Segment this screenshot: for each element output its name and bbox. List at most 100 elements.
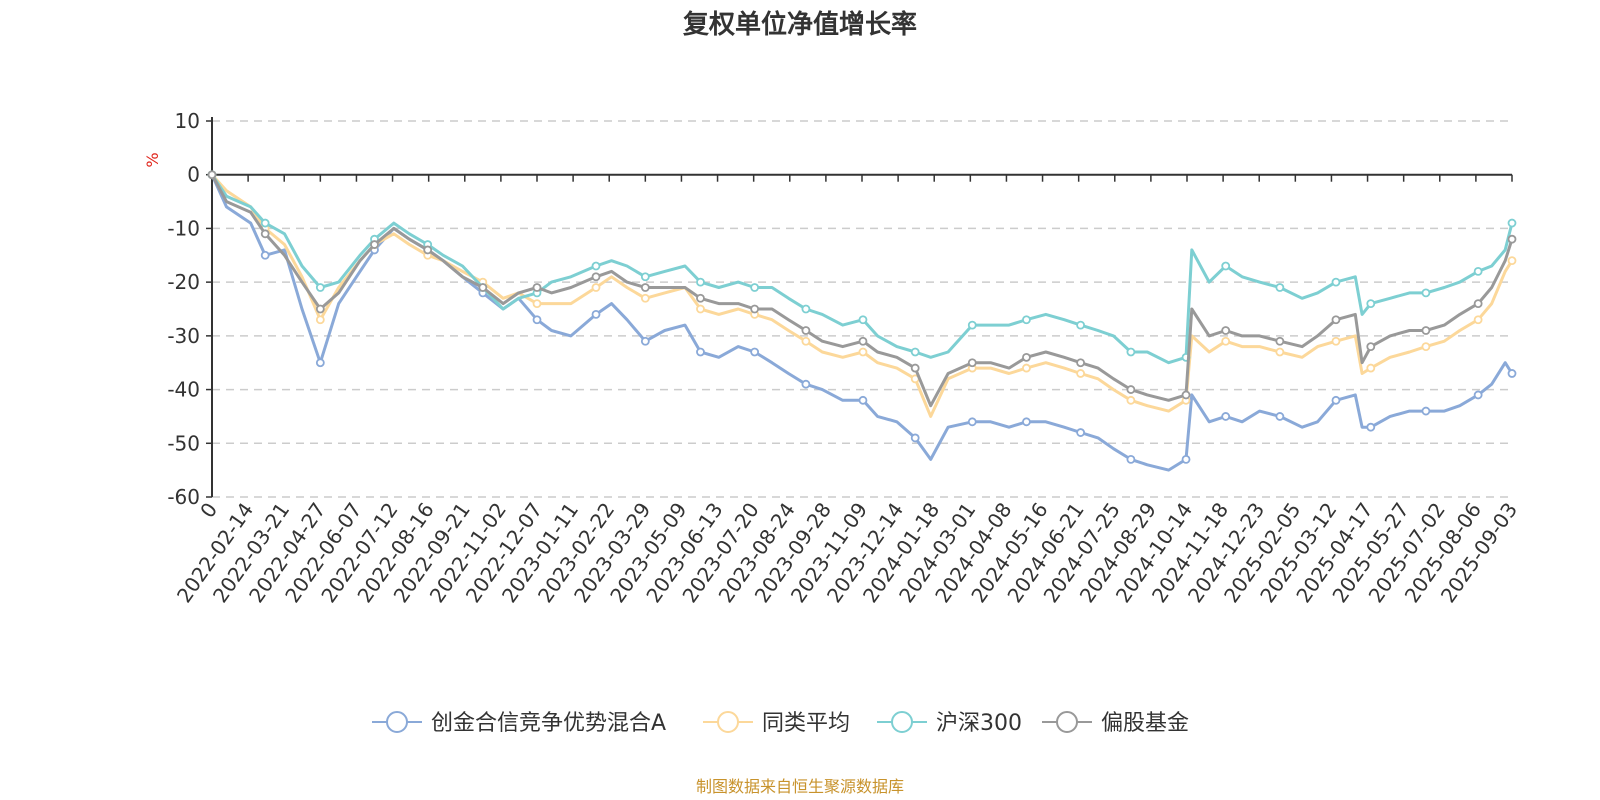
data-point [423,245,433,255]
series-lines [207,170,1517,472]
data-point [1473,266,1483,276]
series-line [210,173,1514,408]
data-point [1473,390,1483,400]
legend-marker-icon [891,711,913,733]
data-point [315,304,325,314]
legend-label: 同类平均 [762,711,850,736]
data-point [1421,326,1431,335]
data-point [1181,390,1191,400]
data-point [750,304,760,314]
legend-marker-icon [386,711,408,733]
data-point [910,433,920,443]
data-point [1076,369,1086,378]
data-point [315,283,325,292]
data-point [260,250,270,260]
data-point [967,417,977,427]
series-line [210,173,1514,365]
data-point [1331,336,1341,346]
data-point [640,283,650,292]
data-point [640,336,650,346]
y-axis: 10 0 -10 -20 -30 -40 -50 -60 [167,109,213,509]
data-point [858,347,868,357]
source-note: 制图数据来自恒生聚源数据库 [696,777,904,796]
legend-label: 沪深300 [936,711,1022,736]
data-point [696,277,705,287]
data-point [1022,417,1031,427]
data-point [1507,369,1517,378]
data-point [532,315,542,325]
data-point [1221,261,1231,271]
data-point [1331,277,1341,287]
grid-lines [212,120,1512,498]
legend-label: 创金合信竞争优势混合A [431,711,666,736]
data-point [1022,352,1031,362]
data-point [640,272,650,282]
series-line [210,173,1514,418]
data-point [910,347,920,357]
legend-marker-icon [1056,711,1078,733]
legend-marker-icon [717,711,739,733]
data-point [858,315,868,325]
data-point [1421,406,1431,416]
legend-label: 偏股基金 [1101,711,1189,736]
x-tick-label: 0 [195,498,222,522]
data-point [696,347,705,357]
y-tick-label: -40 [167,378,200,402]
data-point [532,299,542,309]
data-point [1507,218,1517,228]
data-point [1275,336,1285,346]
data-point [478,283,488,292]
y-tick-label: 0 [187,163,200,187]
data-point [1126,395,1136,405]
data-point [1331,395,1341,405]
data-point [1181,454,1191,464]
data-point [207,170,217,180]
data-point [801,326,811,335]
data-point [696,304,705,314]
data-point [858,336,868,346]
data-point [1275,412,1285,421]
data-point [1507,256,1517,266]
data-point [1507,234,1517,244]
data-point [967,320,977,330]
y-axis-unit: % [143,152,162,167]
data-point [1076,428,1086,437]
data-point [640,293,650,303]
data-point [1221,412,1231,421]
legend[interactable]: 创金合信竞争优势混合A 同类平均 沪深300 偏股基金 [372,711,1189,736]
data-point [801,336,811,346]
y-tick-label: -10 [167,216,200,240]
data-point [532,283,542,292]
data-point [1076,320,1086,330]
data-point [801,379,811,389]
data-point [1473,315,1483,325]
data-point [1275,283,1285,292]
data-point [591,309,601,319]
data-point [1126,454,1136,464]
data-point [801,304,811,314]
data-point [1126,347,1136,357]
y-tick-label: -60 [167,485,200,509]
data-point [967,358,977,368]
data-point [1366,422,1376,432]
data-point [260,229,270,239]
data-point [750,347,760,357]
data-point [1275,347,1285,357]
data-point [591,272,601,282]
data-point [1366,342,1376,352]
data-point [1366,299,1376,309]
y-tick-label: 10 [175,109,200,133]
data-point [1022,363,1031,373]
data-point [1076,358,1086,368]
y-tick-label: -50 [167,431,200,455]
data-point [696,293,705,303]
data-point [260,218,270,228]
data-point [1126,385,1136,394]
data-point [1331,315,1341,325]
y-tick-label: -30 [167,324,200,348]
data-point [1421,342,1431,352]
data-point [591,283,601,292]
data-point [370,240,379,249]
data-point [315,358,325,368]
